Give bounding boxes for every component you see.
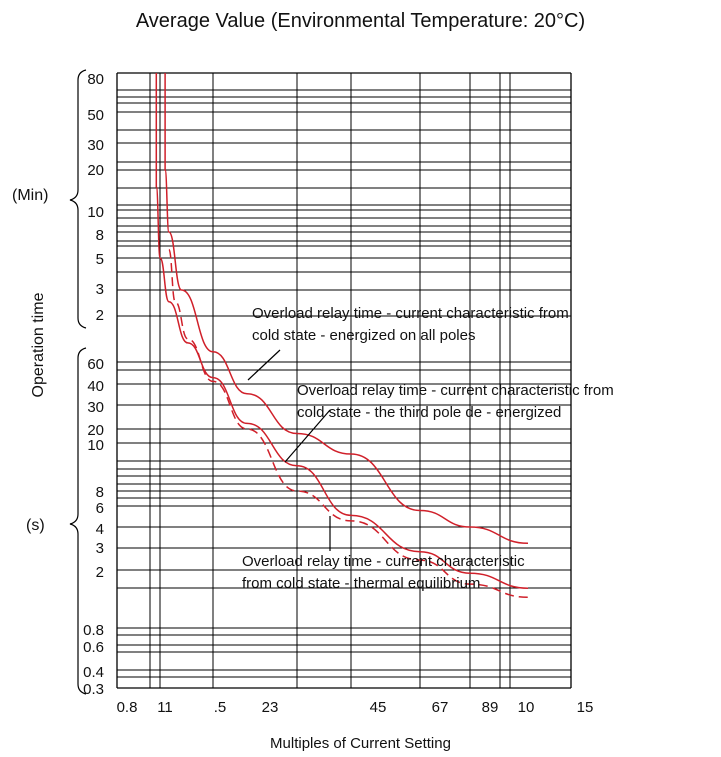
y-tick-label-minutes: 50 — [87, 107, 104, 124]
x-tick-label: 15 — [577, 699, 594, 716]
x-tick-label: 10 — [518, 699, 535, 716]
y-tick-label-minutes: 30 — [87, 137, 104, 154]
series-line-1 — [164, 73, 529, 545]
y-tick-label-seconds: 2 — [96, 564, 104, 581]
minutes-bracket — [69, 69, 87, 329]
x-tick-label: 0.8 — [117, 699, 138, 716]
y-tick-label-minutes: 20 — [87, 162, 104, 179]
x-tick-label: 89 — [482, 699, 499, 716]
y-tick-label-seconds: 0.3 — [83, 681, 104, 698]
y-tick-label-seconds: 0.6 — [83, 639, 104, 656]
x-tick-label: 45 — [370, 699, 387, 716]
annotation-text: from cold state - thermal equilibrium — [242, 575, 480, 592]
annotation-text: Overload relay time - current characteri… — [252, 305, 569, 322]
y-tick-label-minutes: 2 — [96, 307, 104, 324]
series-lines — [155, 72, 529, 599]
y-tick-label-seconds: 0.8 — [83, 622, 104, 639]
tick-labels: 0.8 11.5 23 45 67 89 10 15805030201085326040302… — [83, 71, 593, 716]
y-tick-label-seconds: 60 — [87, 356, 104, 373]
annotation-text: cold state - energized on all poles — [252, 327, 475, 344]
y-unit-seconds: (s) — [26, 517, 45, 534]
y-tick-label-minutes: 3 — [96, 281, 104, 298]
y-tick-label-minutes: 80 — [87, 71, 104, 88]
annotations: Overload relay time - current characteri… — [242, 305, 614, 592]
y-tick-label-seconds: 8 — [96, 484, 104, 501]
x-tick-label: 11 — [157, 699, 173, 716]
x-tick-label: 23 — [262, 699, 279, 716]
y-tick-label-minutes: 8 — [96, 227, 104, 244]
annotation-leader — [284, 409, 331, 463]
grid — [116, 72, 572, 689]
series-line-2 — [155, 72, 529, 589]
annotation-text: Overload relay time - current characteri… — [297, 382, 614, 399]
unit-brackets: (Min) (s) Operation time — [12, 69, 87, 695]
y-tick-label-seconds: 20 — [87, 422, 104, 439]
annotation-leader — [247, 349, 281, 381]
y-axis-label: Operation time — [30, 292, 47, 397]
annotation-text: cold state - the third pole de - energiz… — [297, 404, 561, 421]
y-tick-label-seconds: 4 — [96, 521, 104, 538]
x-tick-label: .5 — [214, 699, 227, 716]
y-tick-label-seconds: 40 — [87, 378, 104, 395]
x-tick-label: 67 — [432, 699, 449, 716]
y-tick-label-seconds: 30 — [87, 399, 104, 416]
y-tick-label-seconds: 10 — [87, 437, 104, 454]
seconds-bracket — [69, 347, 87, 695]
chart-title: Average Value (Environmental Temperature… — [135, 10, 586, 32]
series-line-3 — [168, 248, 529, 599]
y-tick-label-seconds: 6 — [96, 500, 104, 517]
y-tick-label-seconds: 3 — [96, 540, 104, 557]
y-unit-minutes: (Min) — [12, 187, 48, 204]
y-tick-label-minutes: 5 — [96, 251, 104, 268]
y-tick-label-seconds: 0.4 — [83, 664, 104, 681]
x-axis-label: Multiples of Current Setting — [270, 735, 451, 752]
annotation-text: Overload relay time - current characteri… — [242, 553, 525, 570]
y-tick-label-minutes: 10 — [87, 204, 104, 221]
